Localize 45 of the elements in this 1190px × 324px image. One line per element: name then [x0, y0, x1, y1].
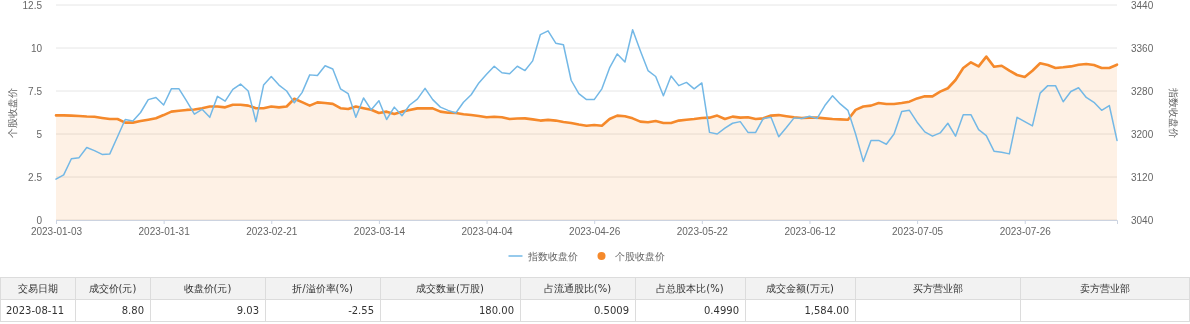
- y2-tick-label: 3120: [1131, 171, 1154, 183]
- y-tick-label: 10: [30, 42, 43, 54]
- category-label: 成交数量(万股): [416, 283, 484, 294]
- category-label: 卖方营业部: [1080, 283, 1130, 294]
- y2-tick-label: 3040: [1131, 214, 1154, 226]
- y-tick-label: 5: [36, 128, 43, 140]
- y2-tick-label: 3200: [1131, 128, 1154, 140]
- x-tick-label: 2023-04-04: [461, 226, 514, 238]
- text: 180.00: [479, 305, 514, 316]
- text: 0.4990: [704, 305, 739, 316]
- text: -2.55: [348, 305, 374, 316]
- y2-tick-label: 3440: [1131, 0, 1154, 11]
- y2-axis-title: 指数收盘价: [1168, 86, 1179, 138]
- category-label: 收盘价(元): [183, 283, 232, 294]
- category-label: 成交价(元): [88, 283, 137, 294]
- text: 1,584.00: [804, 305, 849, 316]
- legend-label: 个股收盘价: [614, 250, 665, 262]
- category-label: 成交金额(万元): [766, 283, 834, 294]
- text: 0.5009: [594, 305, 629, 316]
- y-axis-title: 个股收盘价: [7, 87, 18, 138]
- x-tick-label: 2023-05-22: [676, 226, 729, 238]
- x-tick-label: 2023-07-05: [892, 226, 944, 238]
- x-tick-label: 2023-04-26: [569, 226, 621, 238]
- category-label: 交易日期: [17, 283, 58, 294]
- text: 8.80: [121, 305, 144, 316]
- x-tick-label: 2023-03-14: [353, 226, 406, 238]
- y2-tick-label: 3280: [1131, 85, 1154, 97]
- category-label: 占总股本比(%): [656, 283, 724, 294]
- y-tick-label: 12.5: [22, 0, 43, 11]
- x-tick-label: 2023-06-12: [784, 226, 836, 238]
- category-label: 占流通股比(%): [543, 283, 612, 294]
- line-series: [55, 28, 1118, 180]
- y-tick-label: 2.5: [28, 171, 43, 183]
- legend-label: 指数收盘价: [526, 250, 578, 262]
- y-tick-label: 0: [36, 214, 43, 226]
- x-tick-label: 2023-01-31: [138, 226, 191, 238]
- category-label: 折/溢价率(%): [292, 283, 353, 294]
- y-tick-label: 7.5: [28, 85, 43, 97]
- x-tick-label: 2023-07-26: [999, 226, 1052, 238]
- y2-tick-label: 3360: [1131, 42, 1154, 54]
- category-label: 买方营业部: [912, 283, 963, 294]
- x-tick-label: 2023-01-03: [30, 226, 83, 238]
- text: 2023-08-11: [6, 305, 65, 316]
- text: 9.03: [236, 305, 259, 316]
- x-tick-label: 2023-02-21: [246, 226, 298, 238]
